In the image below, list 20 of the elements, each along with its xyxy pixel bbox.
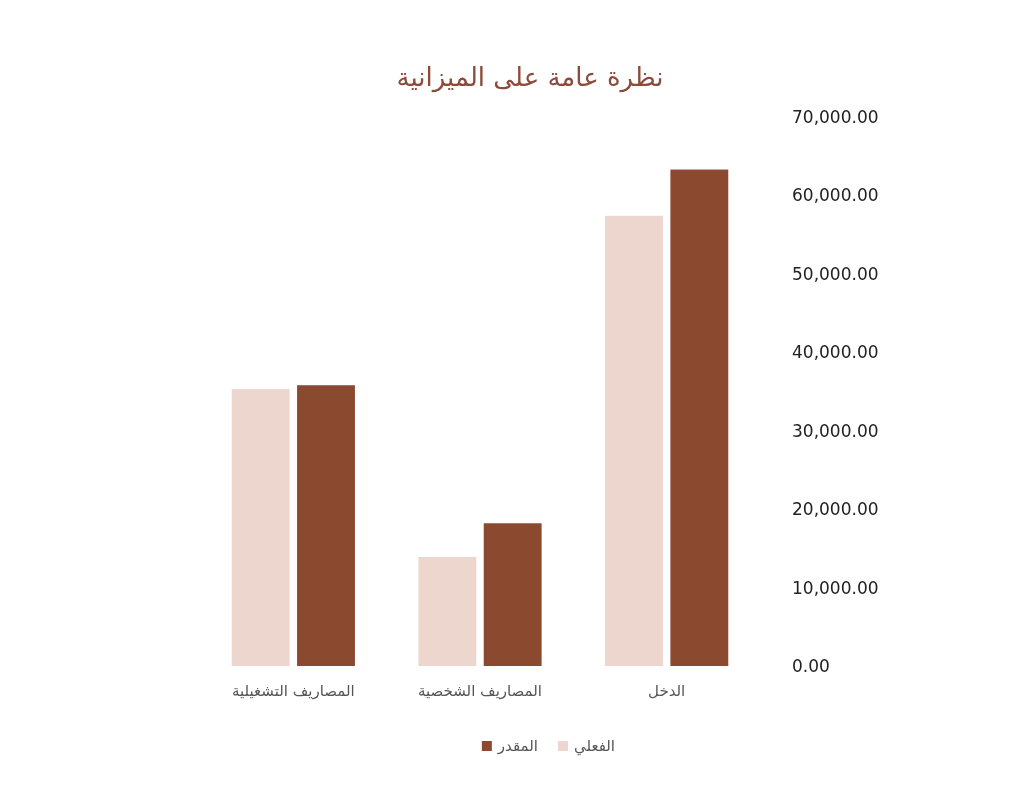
bar <box>231 389 290 666</box>
y-tick-label: 0.00 <box>792 656 830 676</box>
bar <box>418 556 477 666</box>
y-tick-label: 50,000.00 <box>792 263 879 284</box>
legend-label: المقدر <box>497 737 538 755</box>
y-tick-label: 60,000.00 <box>792 185 879 206</box>
x-tick-label: المصاريف الشخصية <box>417 682 543 700</box>
x-tick-label: المصاريف التشغيلية <box>232 682 355 700</box>
y-tick-label: 20,000.00 <box>792 499 879 520</box>
y-tick-label: 30,000.00 <box>792 420 879 441</box>
bar <box>297 385 355 666</box>
bar <box>483 523 542 666</box>
y-tick-label: 10,000.00 <box>792 577 879 598</box>
y-tick-label: 70,000.00 <box>792 107 879 127</box>
y-tick-label: 40,000.00 <box>792 342 879 363</box>
legend-label: الفعلي <box>573 737 615 755</box>
x-tick-label: الدخل <box>648 682 686 700</box>
bar <box>670 169 729 666</box>
bar <box>605 215 663 666</box>
chart-title: نظرة عامة على الميزانية <box>396 62 664 93</box>
